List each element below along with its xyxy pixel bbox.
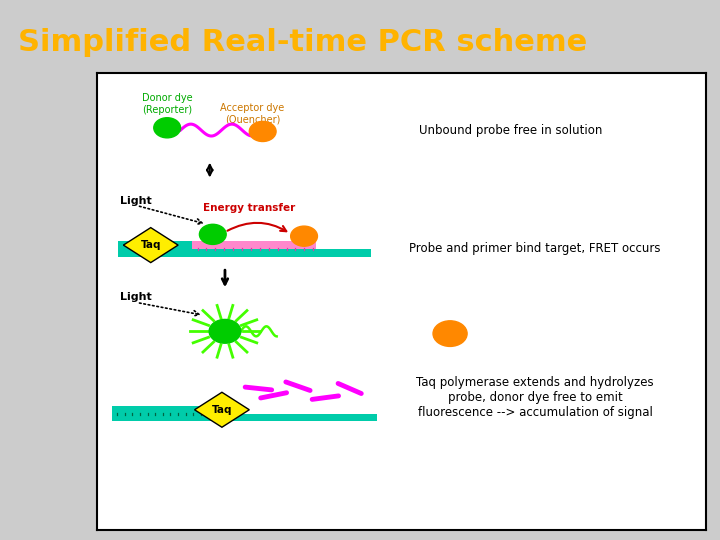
Polygon shape: [194, 392, 249, 427]
FancyBboxPatch shape: [112, 414, 377, 421]
Text: Acceptor dye
(Quencher): Acceptor dye (Quencher): [220, 103, 284, 124]
Text: Probe and primer bind target, FRET occurs: Probe and primer bind target, FRET occur…: [410, 242, 661, 255]
Text: Simplified Real-time PCR scheme: Simplified Real-time PCR scheme: [18, 28, 588, 57]
FancyBboxPatch shape: [119, 241, 192, 249]
Text: Taq: Taq: [140, 240, 161, 250]
Text: Energy transfer: Energy transfer: [203, 203, 295, 213]
Text: Donor dye
(Reporter): Donor dye (Reporter): [142, 93, 192, 115]
Circle shape: [249, 122, 276, 141]
FancyBboxPatch shape: [119, 249, 371, 256]
Circle shape: [154, 118, 181, 138]
Text: Light: Light: [120, 292, 152, 302]
Circle shape: [291, 226, 318, 246]
Text: Light: Light: [120, 196, 152, 206]
FancyBboxPatch shape: [192, 241, 316, 249]
FancyBboxPatch shape: [112, 406, 219, 414]
Circle shape: [199, 224, 226, 245]
Text: Unbound probe free in solution: Unbound probe free in solution: [419, 124, 603, 137]
Polygon shape: [123, 227, 178, 262]
Text: Taq: Taq: [212, 405, 232, 415]
Text: Taq polymerase extends and hydrolyzes
probe, donor dye free to emit
fluorescence: Taq polymerase extends and hydrolyzes pr…: [416, 376, 654, 419]
Circle shape: [209, 320, 240, 343]
Circle shape: [433, 321, 467, 347]
